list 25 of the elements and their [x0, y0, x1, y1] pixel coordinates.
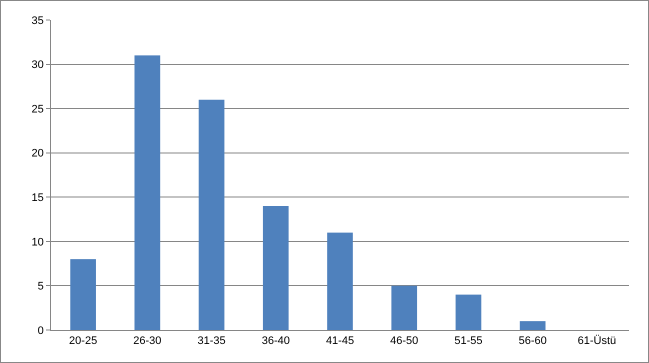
- x-tick-label: 20-25: [69, 335, 98, 348]
- x-tick-label: 31-35: [197, 335, 226, 348]
- y-tick-label: 35: [32, 14, 44, 27]
- bar: [520, 321, 546, 330]
- y-tick-label: 25: [32, 103, 44, 116]
- x-tick-label: 56-60: [518, 335, 547, 348]
- bar: [198, 100, 224, 330]
- bar: [134, 55, 160, 330]
- y-tick-label: 5: [38, 280, 44, 293]
- x-tick-label: 26-30: [133, 335, 162, 348]
- x-tick-label: 61-Üstü: [578, 334, 616, 348]
- y-tick-label: 20: [32, 148, 44, 160]
- x-tick-label: 51-55: [454, 335, 483, 348]
- y-tick-label: 0: [38, 324, 44, 337]
- x-tick-label: 41-45: [326, 335, 354, 348]
- y-tick-label: 15: [32, 192, 44, 204]
- y-tick-label: 10: [32, 236, 44, 248]
- bar: [327, 232, 353, 330]
- x-tick-label: 46-50: [390, 335, 418, 348]
- bar: [262, 206, 289, 330]
- bar: [70, 259, 96, 330]
- bar: [456, 294, 482, 330]
- y-tick-label: 30: [32, 59, 44, 72]
- x-tick-label: 36-40: [262, 335, 290, 348]
- bar: [391, 286, 418, 330]
